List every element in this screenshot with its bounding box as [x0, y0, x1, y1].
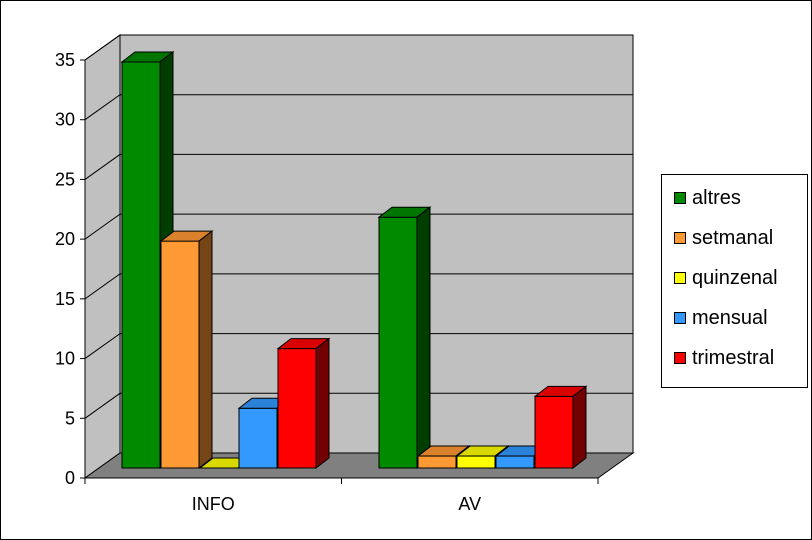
legend-item: altres — [674, 181, 741, 215]
gridline — [84, 153, 633, 180]
legend-swatch — [674, 192, 686, 204]
legend-label: quinzenal — [692, 266, 778, 289]
legend-swatch — [674, 352, 686, 364]
bar — [533, 385, 588, 470]
bar-front — [238, 407, 278, 469]
legend-item: mensual — [674, 301, 768, 335]
y-tick-label: 30 — [55, 110, 75, 130]
gridline — [84, 213, 633, 240]
bar-front — [456, 455, 496, 469]
bar-side — [315, 337, 330, 470]
bar-side — [198, 230, 213, 470]
y-tick-label: 0 — [65, 468, 75, 488]
legend-swatch — [674, 272, 686, 284]
gridline — [84, 94, 633, 121]
bar — [377, 206, 432, 470]
bar — [159, 230, 214, 470]
bar-front — [534, 395, 574, 469]
legend-item: trimestral — [674, 341, 774, 375]
bar-front — [378, 216, 418, 469]
legend-item: setmanal — [674, 221, 773, 255]
bar-front — [417, 455, 457, 469]
bar-front — [121, 61, 161, 469]
x-category-label: AV — [458, 494, 481, 514]
y-tick-label: 10 — [55, 349, 75, 369]
y-tick-label: 25 — [55, 169, 75, 189]
legend-item: quinzenal — [674, 261, 778, 295]
y-tick-label: 20 — [55, 229, 75, 249]
legend-swatch — [674, 312, 686, 324]
legend-label: mensual — [692, 306, 768, 329]
bar-side — [416, 206, 431, 470]
bar-side — [572, 385, 587, 470]
y-tick-label: 5 — [65, 408, 75, 428]
gridline — [84, 333, 633, 359]
y-tick-label: 15 — [55, 289, 75, 309]
legend-swatch — [674, 232, 686, 244]
bar-front — [160, 240, 200, 469]
y-tick-label: 35 — [55, 50, 75, 70]
legend-label: trimestral — [692, 346, 775, 369]
bar-front — [277, 348, 317, 469]
legend-label: altres — [692, 186, 741, 209]
gridline — [84, 273, 633, 300]
gridline — [84, 392, 633, 419]
side-wall — [84, 34, 121, 479]
bar — [276, 337, 331, 470]
legend-label: setmanal — [692, 226, 774, 249]
chart-legend: altres setmanal quinzenal mensual trimestral — [661, 174, 808, 388]
gridline — [84, 34, 633, 61]
x-category-label: INFO — [192, 494, 235, 514]
bar-front — [495, 455, 535, 469]
